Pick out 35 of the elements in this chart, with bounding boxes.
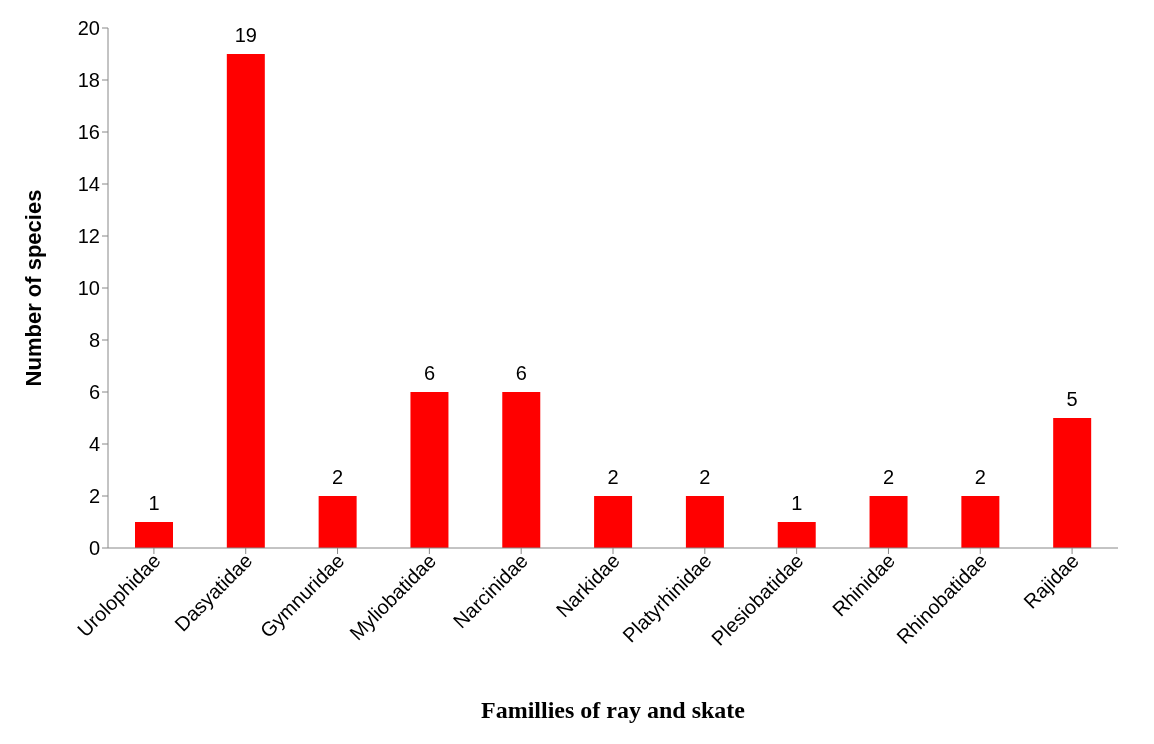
bar — [961, 496, 1000, 548]
bar — [594, 496, 633, 548]
data-label: 2 — [332, 466, 344, 488]
bar — [869, 496, 908, 548]
data-label: 19 — [234, 24, 257, 46]
y-tick-label: 0 — [88, 537, 100, 560]
data-label: 2 — [882, 466, 895, 488]
bar — [226, 54, 265, 548]
data-label: 5 — [1066, 388, 1078, 410]
y-tick-label: 16 — [77, 121, 100, 144]
y-tick-label: 4 — [88, 433, 100, 456]
data-label: 6 — [515, 362, 527, 384]
data-label: 1 — [791, 492, 803, 514]
data-label: 2 — [699, 466, 711, 488]
data-label: 1 — [148, 492, 160, 514]
y-tick-label: 20 — [77, 17, 100, 40]
bar — [1053, 418, 1092, 548]
bar — [777, 522, 816, 548]
y-tick-label: 14 — [77, 173, 100, 196]
bar — [685, 496, 724, 548]
bar — [502, 392, 541, 548]
y-tick-label: 6 — [88, 381, 100, 404]
bar — [135, 522, 173, 548]
y-tick-label: 18 — [77, 69, 100, 92]
bar — [410, 392, 449, 548]
y-tick-label: 10 — [77, 277, 100, 300]
data-label: 2 — [974, 466, 986, 488]
y-tick-label: 12 — [77, 225, 100, 248]
data-label: 6 — [423, 362, 436, 384]
bar — [318, 496, 357, 548]
y-tick-label: 8 — [88, 329, 100, 352]
y-tick-label: 2 — [88, 485, 100, 508]
x-axis-title: Famillies of ray and skate — [481, 697, 746, 723]
data-label: 2 — [607, 466, 619, 488]
y-axis-title: Number of species — [20, 189, 46, 387]
